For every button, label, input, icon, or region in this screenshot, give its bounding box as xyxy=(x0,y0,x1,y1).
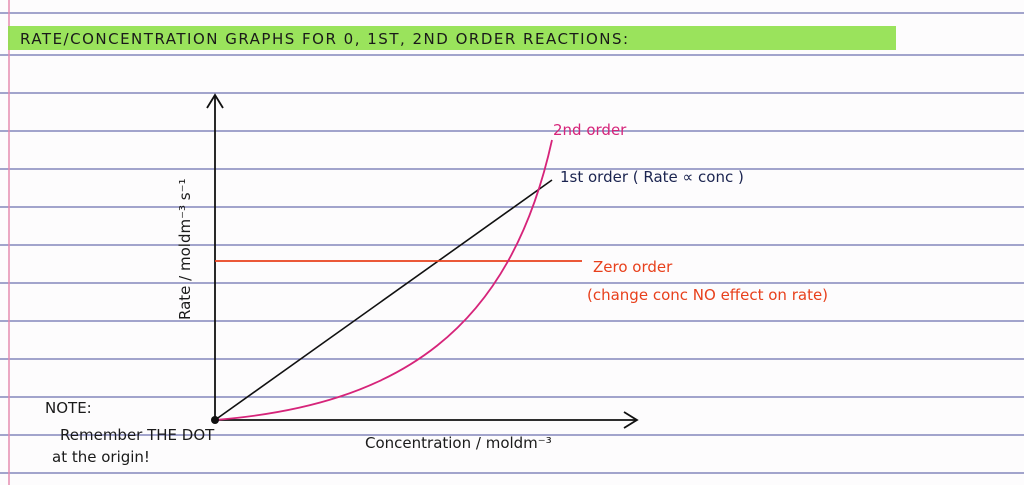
y-axis-label: Rate / moldm⁻³ s⁻¹ xyxy=(176,178,194,320)
note: NOTE: Remember THE DOT at the origin! xyxy=(45,399,215,466)
curve-label: 1st order ( Rate ∝ conc ) xyxy=(560,168,744,186)
graph: Rate / moldm⁻³ s⁻¹ Concentration / moldm… xyxy=(176,93,828,452)
y-axis-arrow xyxy=(206,93,224,109)
highlight xyxy=(8,26,896,50)
curve-label: 2nd order xyxy=(553,121,627,139)
note-heading: NOTE: xyxy=(45,399,92,417)
second-order-curve xyxy=(214,139,553,421)
x-axis-label: Concentration / moldm⁻³ xyxy=(365,434,552,452)
curve-note: (change conc NO effect on rate) xyxy=(587,286,828,304)
note-line: Remember THE DOT xyxy=(60,426,215,444)
curve-label: Zero order xyxy=(593,258,673,276)
note-line: at the origin! xyxy=(52,448,150,466)
x-axis-arrow xyxy=(623,411,639,429)
origin-dot xyxy=(211,416,219,424)
title: RATE/CONCENTRATION GRAPHS FOR 0, 1ST, 2N… xyxy=(20,30,630,48)
first-order-line xyxy=(214,179,553,421)
ruled-lines xyxy=(0,12,1024,474)
